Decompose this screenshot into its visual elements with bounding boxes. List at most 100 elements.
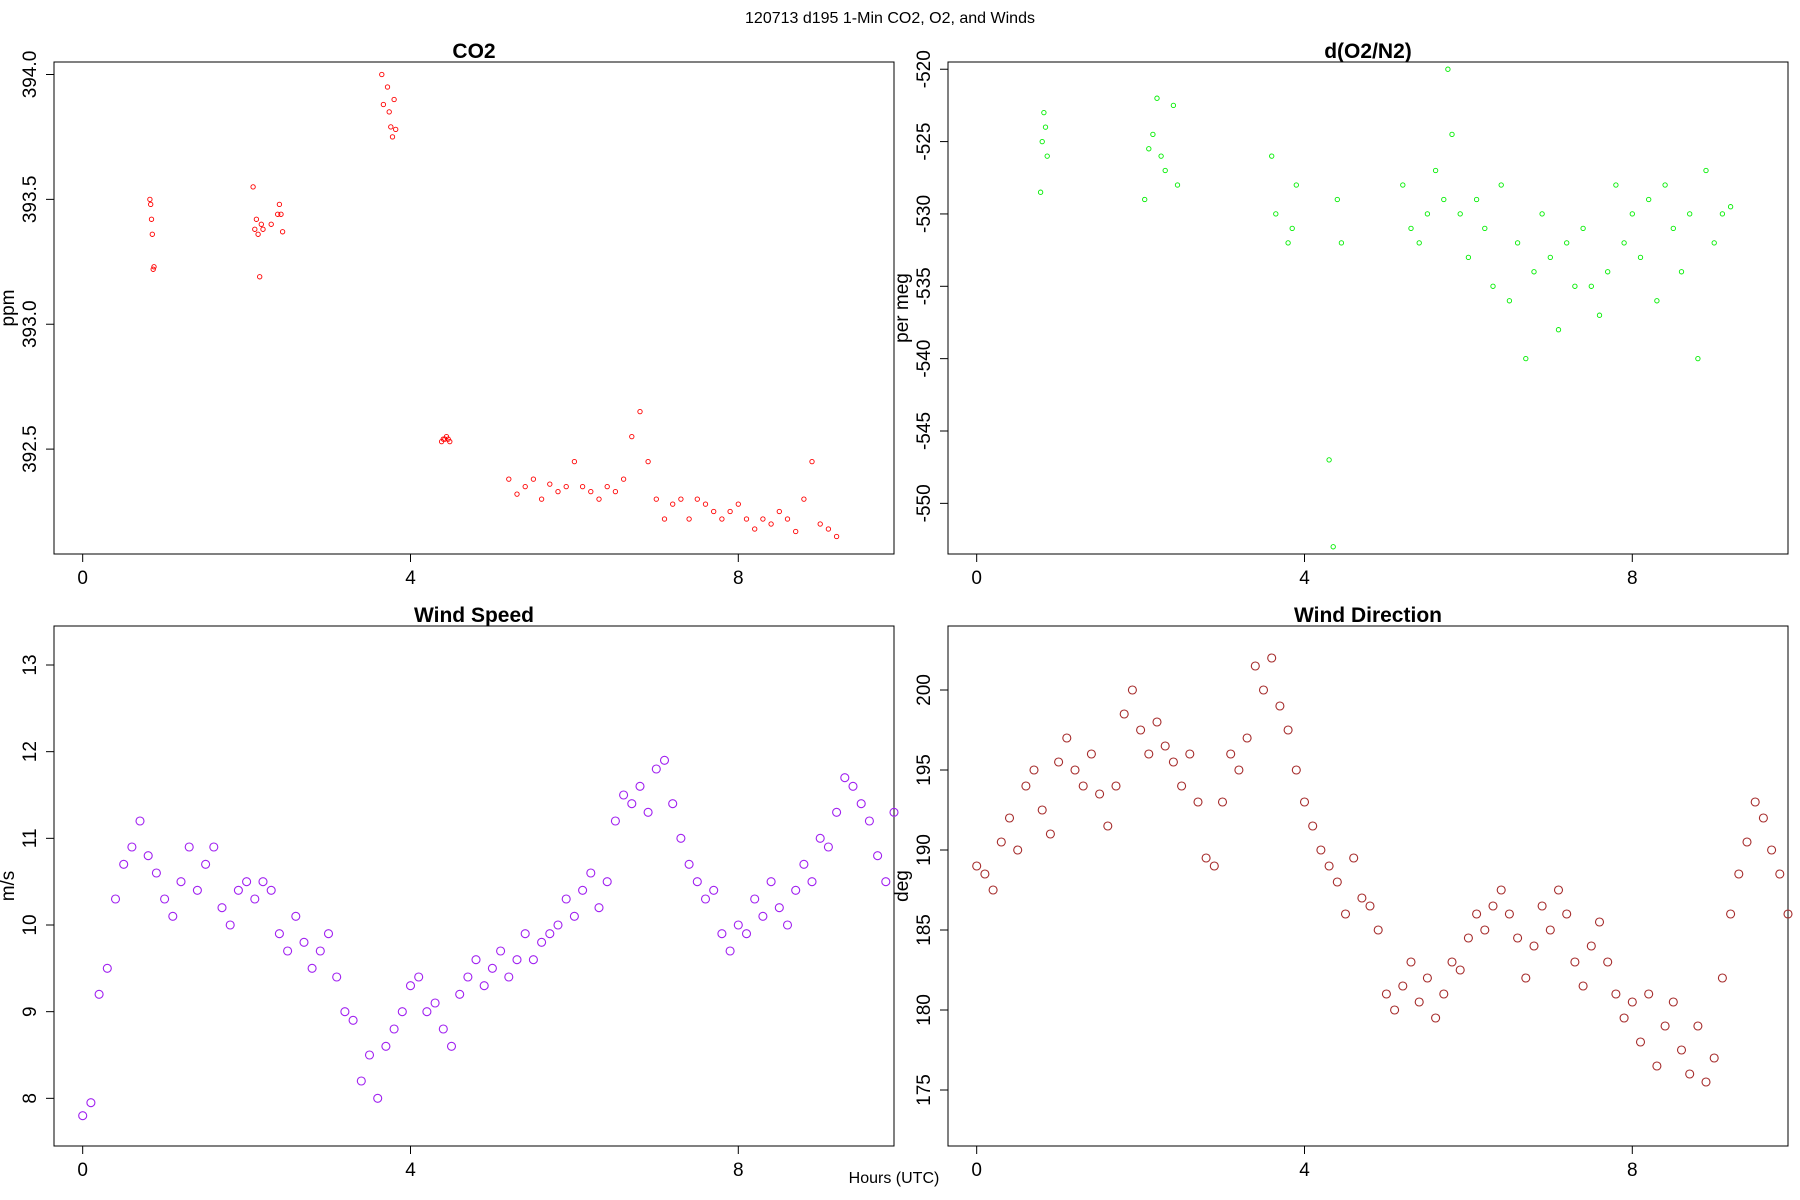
wind-direction-ytick-label: 200: [914, 674, 935, 706]
wind-direction-point: [1644, 989, 1654, 999]
wind-direction-point: [1119, 709, 1129, 719]
co2-point: [678, 496, 684, 502]
wind-direction-ytick-label: 190: [914, 834, 935, 866]
o2n2-point: [1703, 167, 1709, 174]
wind-speed-point: [381, 1041, 391, 1051]
wind-direction-point: [1136, 725, 1146, 735]
wind-direction-point: [1177, 781, 1187, 791]
wind-speed-ylabel: m/s: [0, 871, 19, 902]
wind-speed-point: [168, 911, 178, 921]
co2-point: [149, 231, 155, 237]
wind-direction-point: [1734, 869, 1744, 879]
wind-speed-point: [602, 877, 612, 887]
o2n2-point: [1637, 254, 1644, 261]
o2n2-panel: d(O2/N2) per meg 0 4 8 -550 -545 -540 -535 -530 -5…: [892, 40, 1789, 589]
wind-direction-point: [1693, 1021, 1703, 1031]
wind-direction-point: [1013, 845, 1023, 855]
co2-point: [686, 516, 692, 522]
wind-speed-panel: Wind Speed m/s 0 4 8 8 9 10 11 12 13: [0, 604, 899, 1181]
o2n2-point: [1285, 240, 1291, 246]
wind-direction-point: [1611, 989, 1621, 999]
co2-xtick-label: 8: [733, 568, 744, 589]
wind-speed-point: [373, 1093, 383, 1103]
wind-speed-point: [659, 755, 670, 765]
co2-point: [719, 516, 725, 522]
wind-direction-point: [1758, 813, 1768, 823]
wind-direction-point: [1209, 861, 1219, 871]
wind-speed-point: [430, 998, 440, 1008]
wind-direction-point: [1783, 909, 1793, 919]
o2n2-point: [1334, 196, 1340, 203]
wind-speed-point: [242, 877, 252, 887]
wind-speed-point: [627, 799, 637, 809]
o2n2-point: [1408, 225, 1414, 232]
wind-direction-point: [1635, 1037, 1646, 1047]
figure-title: 120713 d195 1-Min CO2, O2, and Winds: [745, 10, 1035, 27]
co2-point: [148, 201, 154, 208]
wind-speed-point: [405, 981, 416, 991]
co2-point: [571, 458, 578, 465]
wind-speed-point: [250, 894, 260, 904]
wind-direction-point: [1029, 765, 1039, 775]
o2n2-point: [1588, 283, 1594, 289]
co2-point: [735, 501, 741, 507]
co2-point: [579, 483, 586, 490]
o2n2-point: [1621, 240, 1627, 246]
wind-direction-point: [1717, 973, 1727, 983]
wind-direction-point: [1553, 885, 1564, 895]
wind-speed-point: [881, 877, 891, 887]
o2n2-point: [1330, 544, 1336, 550]
wind-speed-point: [504, 972, 514, 982]
co2-point: [255, 231, 261, 237]
wind-direction-point: [1267, 653, 1277, 663]
co2-point: [547, 481, 553, 487]
wind-speed-ytick-label: 10: [20, 914, 41, 935]
wind-direction-point: [1291, 765, 1301, 775]
wind-speed-point: [446, 1041, 457, 1051]
co2-point: [784, 516, 791, 522]
o2n2-point: [1445, 66, 1451, 72]
wind-direction-point: [1521, 973, 1531, 983]
wind-direction-point: [1070, 765, 1080, 775]
o2n2-ytick-label: -525: [914, 123, 935, 161]
wind-speed-point: [545, 929, 555, 939]
wind-speed-point: [487, 963, 497, 973]
o2n2-point: [1498, 182, 1504, 188]
co2-point: [760, 516, 766, 522]
wind-speed-point: [643, 807, 653, 817]
co2-ytick-label: 393.5: [20, 176, 41, 224]
wind-speed-point: [102, 963, 112, 973]
co2-point: [637, 408, 643, 415]
co2-point: [252, 226, 258, 232]
wind-direction-point: [1283, 725, 1293, 735]
co2-point: [253, 216, 260, 222]
co2-point: [147, 196, 153, 203]
wind-speed-point: [815, 833, 825, 843]
wind-direction-point: [1111, 781, 1121, 791]
co2-ytick-label: 394.0: [20, 51, 41, 99]
co2-point: [817, 521, 823, 527]
wind-speed-ytick-label: 13: [20, 654, 41, 675]
co2-plot-frame: [53, 61, 895, 555]
wind-direction-point: [1045, 829, 1055, 839]
wind-direction-point: [1447, 957, 1457, 967]
o2n2-point: [1564, 240, 1570, 246]
co2-point: [645, 458, 651, 465]
wind-direction-point: [1054, 757, 1064, 767]
wind-direction-point: [1586, 941, 1596, 951]
o2n2-xtick-label: 8: [1627, 568, 1638, 589]
wind-direction-point: [1021, 781, 1031, 791]
o2n2-ytick-label: -530: [914, 195, 935, 233]
wind-direction-point: [1398, 981, 1408, 991]
wind-speed-title: Wind Speed: [414, 604, 534, 627]
co2-point: [379, 71, 385, 78]
co2-point: [258, 221, 264, 227]
wind-speed-xtick-label: 4: [405, 1160, 416, 1181]
wind-direction-point: [1332, 877, 1342, 887]
o2n2-point: [1605, 269, 1611, 275]
wind-direction-plot-frame: [947, 625, 1789, 1147]
co2-point: [629, 433, 635, 440]
co2-point: [555, 488, 561, 495]
wind-direction-ytick-label: 185: [914, 914, 935, 946]
wind-speed-point: [307, 963, 317, 973]
